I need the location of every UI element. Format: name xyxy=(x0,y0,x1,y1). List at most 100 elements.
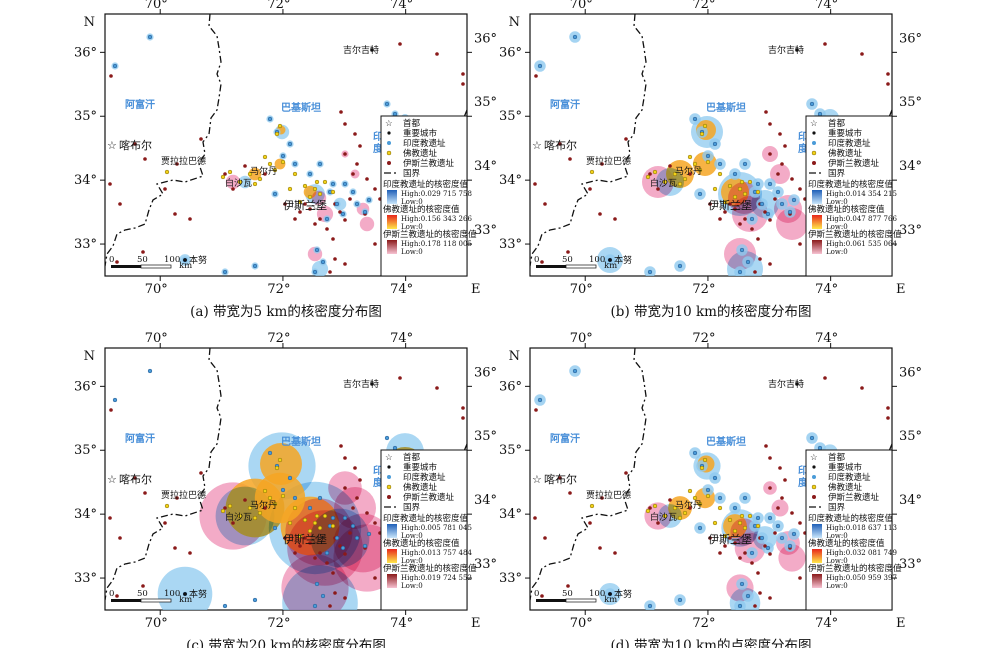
buddhist-site xyxy=(705,493,711,499)
islamic-site xyxy=(598,546,602,550)
hindu-site xyxy=(755,515,761,521)
islamic-site xyxy=(188,551,192,555)
islamic-site xyxy=(764,110,768,114)
buddhist-site xyxy=(252,181,258,187)
legend-islamic-ramp xyxy=(387,574,397,588)
hindu-site xyxy=(572,368,578,374)
hindu-site xyxy=(732,171,738,177)
capital-star: ☆ xyxy=(736,200,746,213)
legend-hindu-density-title: 印度教遗址的核密度值 xyxy=(383,179,469,190)
buddhist-site xyxy=(732,194,738,200)
islamic-site xyxy=(723,544,727,548)
scale-segment xyxy=(536,265,566,268)
hindu-site xyxy=(366,197,372,203)
islamic-site xyxy=(313,222,317,226)
city-label-jalalabad: 贾拉拉巴德 xyxy=(586,155,631,167)
legend-hindu-high: High:0.029 715 758 xyxy=(401,190,472,198)
islamic-site xyxy=(860,386,864,390)
islamic-site xyxy=(588,187,592,191)
legend: ☆ 首都重要城市印度教遗址佛教遗址伊斯兰教遗址国界印度教遗址的核密度值High:0… xyxy=(805,115,902,277)
islamic-site xyxy=(133,142,137,146)
islamic-site xyxy=(798,576,802,580)
lat-label-left: 33° xyxy=(74,237,97,252)
hindu-site xyxy=(765,211,771,217)
city-label-gilgit: 吉尔吉特 xyxy=(768,378,804,390)
islamic-site xyxy=(328,270,332,274)
buddhist-site xyxy=(287,520,293,526)
islamic-site xyxy=(231,521,235,525)
hindu-site xyxy=(366,531,372,537)
legend-buddhist-symbol xyxy=(386,150,392,156)
lon-label-bottom: 74° xyxy=(815,282,838,297)
islamic-site xyxy=(263,172,267,176)
islamic-site xyxy=(798,521,802,525)
islamic-site xyxy=(118,536,122,540)
hindu-site xyxy=(817,111,823,117)
panel-caption-b: (b) 带宽为10 km的核密度分布图 xyxy=(611,303,812,320)
hindu-site xyxy=(320,593,326,599)
buddhist-site xyxy=(682,510,688,516)
hindu-site xyxy=(222,603,228,609)
islamic-site xyxy=(318,551,322,555)
legend-islamic-low: Low:0 xyxy=(401,582,423,590)
hindu-site xyxy=(312,269,318,275)
hindu-site xyxy=(287,141,293,147)
buddhist-site xyxy=(280,493,286,499)
hindu-site xyxy=(787,209,793,215)
buddhist-site xyxy=(307,528,313,534)
islamic-site xyxy=(398,42,402,46)
country-label-pakistan: 巴基斯坦 xyxy=(706,435,746,448)
hindu-density-blob xyxy=(658,504,682,528)
buddhist-site xyxy=(164,503,170,509)
islamic-site xyxy=(351,506,355,510)
scale-segment xyxy=(565,598,597,603)
islamic-site xyxy=(325,561,329,565)
scale-tick-0: 0 xyxy=(534,589,539,599)
islamic-site xyxy=(768,262,772,266)
legend-hindu-low: Low:0 xyxy=(401,532,423,540)
islamic-site xyxy=(648,172,652,176)
buddhist-site xyxy=(227,169,233,175)
legend-city-label: 重要城市 xyxy=(403,462,438,473)
city-label-gilgit: 吉尔吉特 xyxy=(343,378,379,390)
buddhist-site xyxy=(742,525,748,531)
buddhist-site xyxy=(277,123,283,129)
international-border xyxy=(530,348,647,601)
east-label: E xyxy=(471,616,481,631)
buddhist-site xyxy=(692,161,698,167)
buddhist-site xyxy=(755,523,761,529)
islamic-site xyxy=(398,376,402,380)
buddhist-site xyxy=(645,508,651,514)
city-marker xyxy=(795,48,799,52)
scale-tick-100: 100 xyxy=(164,589,180,599)
legend-buddhist-label: 佛教遗址 xyxy=(403,148,438,159)
hindu-site xyxy=(252,597,258,603)
hindu-site xyxy=(749,216,755,222)
buddhist-site xyxy=(280,159,286,165)
islamic-site xyxy=(351,172,355,176)
islamic-site xyxy=(886,72,890,76)
hindu-site xyxy=(572,34,578,40)
islamic-site xyxy=(358,478,362,482)
islamic-site xyxy=(728,202,732,206)
islamic-density-blob xyxy=(778,544,806,572)
lat-label-left: 35° xyxy=(74,109,97,124)
legend: ☆ 首都重要城市印度教遗址佛教遗址伊斯兰教遗址国界印度教遗址的核密度值High:0… xyxy=(380,449,477,611)
islamic-site xyxy=(708,536,712,540)
islamic-site xyxy=(343,552,347,556)
islamic-site xyxy=(331,571,335,575)
buddhist-site xyxy=(220,508,226,514)
hindu-site xyxy=(342,181,348,187)
buddhist-site xyxy=(652,169,658,175)
buddhist-density-blob xyxy=(248,167,262,181)
islamic-site xyxy=(358,144,362,148)
lat-label-right: 34° xyxy=(474,159,497,174)
lat-label-right: 33° xyxy=(899,557,922,572)
lat-label-right: 36° xyxy=(899,365,922,380)
islamic-density-blob xyxy=(771,499,789,517)
city-label-bannu: 本努 xyxy=(189,588,207,600)
